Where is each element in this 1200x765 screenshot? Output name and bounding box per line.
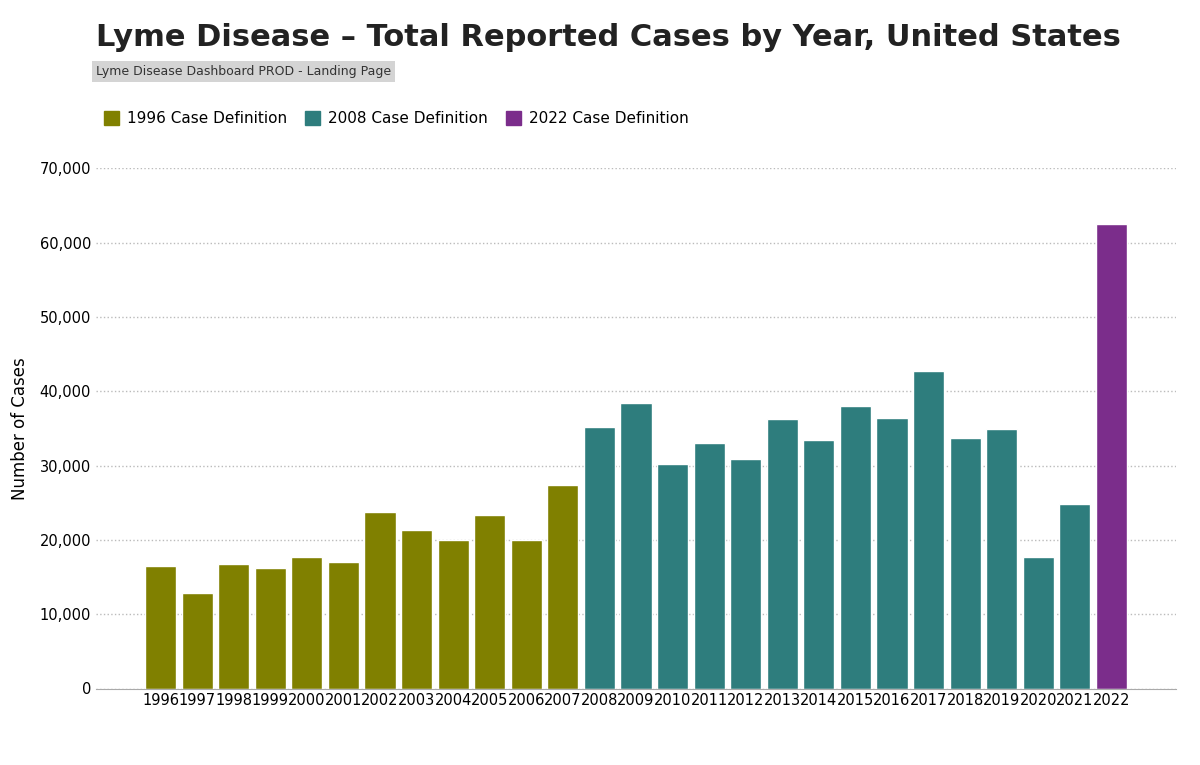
- Bar: [1022, 557, 1054, 688]
- Bar: [658, 464, 688, 688]
- Bar: [218, 564, 250, 688]
- Text: Lyme Disease Dashboard PROD - Landing Page: Lyme Disease Dashboard PROD - Landing Pa…: [96, 65, 391, 78]
- Bar: [913, 371, 944, 688]
- Bar: [145, 566, 176, 688]
- Legend: 1996 Case Definition, 2008 Case Definition, 2022 Case Definition: 1996 Case Definition, 2008 Case Definiti…: [103, 111, 689, 126]
- Bar: [1096, 223, 1127, 688]
- Bar: [584, 427, 614, 688]
- Bar: [620, 402, 652, 688]
- Bar: [511, 540, 542, 688]
- Bar: [803, 440, 834, 688]
- Bar: [254, 568, 286, 688]
- Bar: [474, 516, 505, 688]
- Bar: [876, 418, 907, 688]
- Bar: [986, 429, 1018, 688]
- Text: Lyme Disease – Total Reported Cases by Year, United States: Lyme Disease – Total Reported Cases by Y…: [96, 23, 1121, 52]
- Bar: [401, 530, 432, 688]
- Y-axis label: Number of Cases: Number of Cases: [11, 357, 29, 500]
- Bar: [292, 557, 323, 688]
- Bar: [694, 442, 725, 688]
- Bar: [767, 418, 798, 688]
- Bar: [840, 405, 871, 688]
- Bar: [181, 594, 212, 688]
- Bar: [365, 512, 396, 688]
- Bar: [328, 562, 359, 688]
- Bar: [438, 540, 469, 688]
- Bar: [949, 438, 980, 688]
- Bar: [730, 459, 761, 688]
- Bar: [1060, 503, 1091, 688]
- Bar: [547, 484, 578, 688]
